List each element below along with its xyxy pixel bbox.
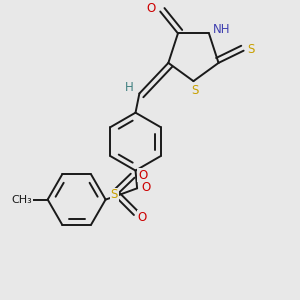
Text: CH₃: CH₃ [12, 195, 32, 205]
Text: O: O [137, 211, 147, 224]
Text: S: S [248, 43, 255, 56]
Text: H: H [125, 80, 134, 94]
Text: O: O [142, 181, 151, 194]
Text: S: S [191, 84, 199, 97]
Text: S: S [111, 188, 118, 201]
Text: O: O [147, 2, 156, 15]
Text: O: O [138, 169, 147, 182]
Text: NH: NH [213, 23, 231, 36]
